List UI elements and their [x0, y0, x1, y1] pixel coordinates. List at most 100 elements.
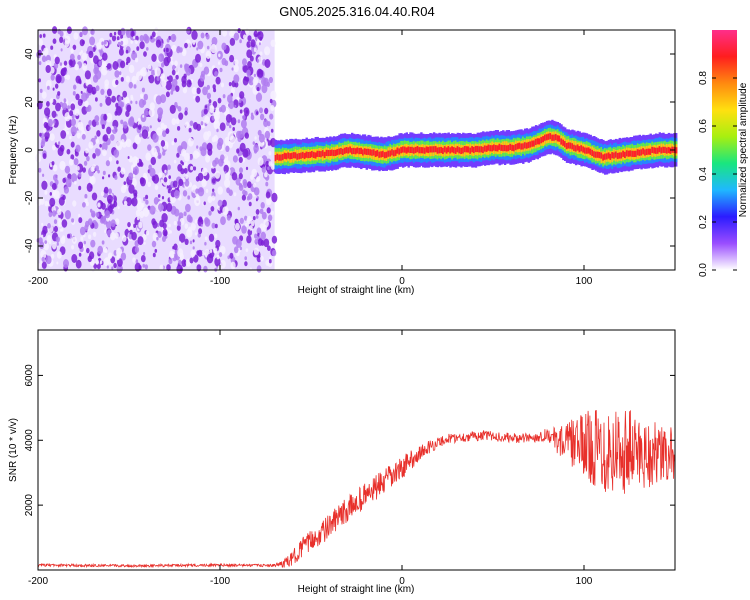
noise-speckle — [84, 193, 88, 199]
ridge-cell — [669, 147, 672, 154]
noise-speckle — [38, 237, 43, 244]
noise-speckle — [50, 253, 55, 259]
noise-speckle — [255, 92, 263, 102]
noise-speckle — [217, 61, 221, 65]
noise-speckle — [101, 65, 108, 76]
ridge-cell — [283, 152, 287, 159]
ridge-cell — [658, 146, 661, 153]
noise-speckle — [214, 233, 218, 239]
noise-speckle — [197, 40, 204, 50]
ridge-cell — [587, 147, 590, 154]
noise-speckle — [205, 155, 211, 163]
ridge-cell — [542, 136, 545, 143]
noise-speckle — [59, 36, 64, 43]
noise-speckle — [40, 141, 45, 148]
colorbar-label: Normalized spectral amplitude — [738, 82, 749, 217]
noise-speckle — [47, 118, 54, 127]
ridge-cell — [303, 152, 307, 160]
noise-speckle — [161, 62, 165, 68]
x-tick-label: -200 — [28, 276, 48, 287]
noise-speckle — [181, 75, 187, 84]
noise-speckle — [185, 203, 191, 213]
noise-speckle — [87, 255, 93, 263]
noise-speckle — [210, 206, 215, 212]
noise-speckle — [259, 208, 264, 215]
noise-speckle — [163, 124, 168, 130]
noise-speckle — [244, 215, 248, 221]
ridge-cell — [502, 145, 505, 152]
ridge-cell — [591, 149, 594, 156]
noise-speckle — [43, 242, 49, 251]
noise-speckle — [101, 191, 105, 197]
ridge-cell — [311, 151, 314, 158]
noise-speckle — [58, 141, 61, 145]
noise-speckle — [64, 165, 71, 174]
noise-speckle — [204, 241, 207, 246]
noise-speckle — [217, 186, 223, 195]
noise-speckle — [148, 74, 155, 84]
noise-speckle — [157, 152, 162, 160]
noise-speckle — [80, 90, 83, 94]
noise-speckle — [238, 156, 243, 163]
ridge-cell — [418, 147, 421, 154]
ridge-cell — [553, 134, 556, 141]
noise-speckle — [99, 260, 103, 264]
noise-speckle — [169, 104, 176, 114]
noise-speckle — [177, 106, 182, 112]
noise-speckle — [264, 59, 271, 68]
noise-speckle — [93, 55, 99, 65]
noise-speckle — [263, 77, 269, 87]
noise-speckle — [237, 206, 240, 211]
noise-speckle — [56, 242, 59, 246]
ridge-cell — [594, 151, 598, 158]
y-tick-label: 2000 — [24, 494, 35, 517]
noise-speckle — [168, 175, 171, 180]
noise-speckle — [203, 108, 208, 115]
noise-speckle — [88, 141, 94, 149]
noise-speckle — [164, 169, 167, 173]
noise-speckle — [60, 48, 63, 52]
noise-speckle — [62, 31, 67, 37]
spectral-ridge — [274, 119, 678, 175]
x-tick-label: 0 — [399, 276, 405, 287]
ridge-cell — [531, 140, 534, 147]
noise-speckle — [81, 52, 88, 61]
noise-speckle — [211, 178, 216, 184]
noise-speckle — [204, 115, 210, 124]
noise-speckle — [173, 190, 180, 199]
noise-speckle — [128, 81, 133, 89]
noise-speckle — [78, 185, 82, 191]
noise-speckle — [50, 98, 54, 104]
ridge-cell — [494, 145, 498, 152]
ridge-cell — [394, 149, 398, 156]
noise-speckle — [162, 150, 166, 156]
ridge-cell — [549, 133, 552, 140]
noise-speckle — [261, 166, 266, 173]
noise-speckle — [135, 71, 143, 81]
noise-speckle — [251, 220, 255, 227]
noise-speckle — [128, 64, 135, 74]
noise-speckle — [133, 84, 137, 89]
noise-speckle — [157, 194, 161, 198]
ridge-cell — [640, 149, 643, 156]
noise-speckle — [78, 252, 82, 257]
noise-speckle — [250, 39, 256, 48]
noise-speckle — [161, 213, 168, 223]
ridge-cell — [432, 146, 436, 153]
noise-speckle — [246, 216, 252, 225]
noise-speckle — [177, 125, 181, 131]
x-tick-label: 0 — [399, 576, 405, 587]
noise-speckle — [185, 67, 192, 76]
ridge-cell — [655, 147, 658, 154]
noise-speckle — [124, 96, 130, 105]
noise-speckle — [108, 174, 111, 178]
noise-speckle — [188, 182, 193, 188]
noise-speckle — [61, 227, 64, 232]
noise-speckle — [120, 77, 124, 82]
noise-speckle — [148, 164, 152, 170]
noise-speckle — [139, 161, 144, 167]
noise-speckle — [95, 97, 98, 102]
noise-speckle — [213, 111, 220, 121]
y-tick-label: 40 — [24, 48, 35, 60]
ridge-cell — [332, 149, 336, 157]
